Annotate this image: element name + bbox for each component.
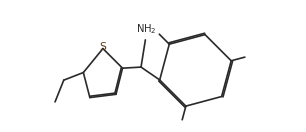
Text: NH$_2$: NH$_2$	[136, 22, 157, 36]
Text: S: S	[99, 42, 106, 52]
